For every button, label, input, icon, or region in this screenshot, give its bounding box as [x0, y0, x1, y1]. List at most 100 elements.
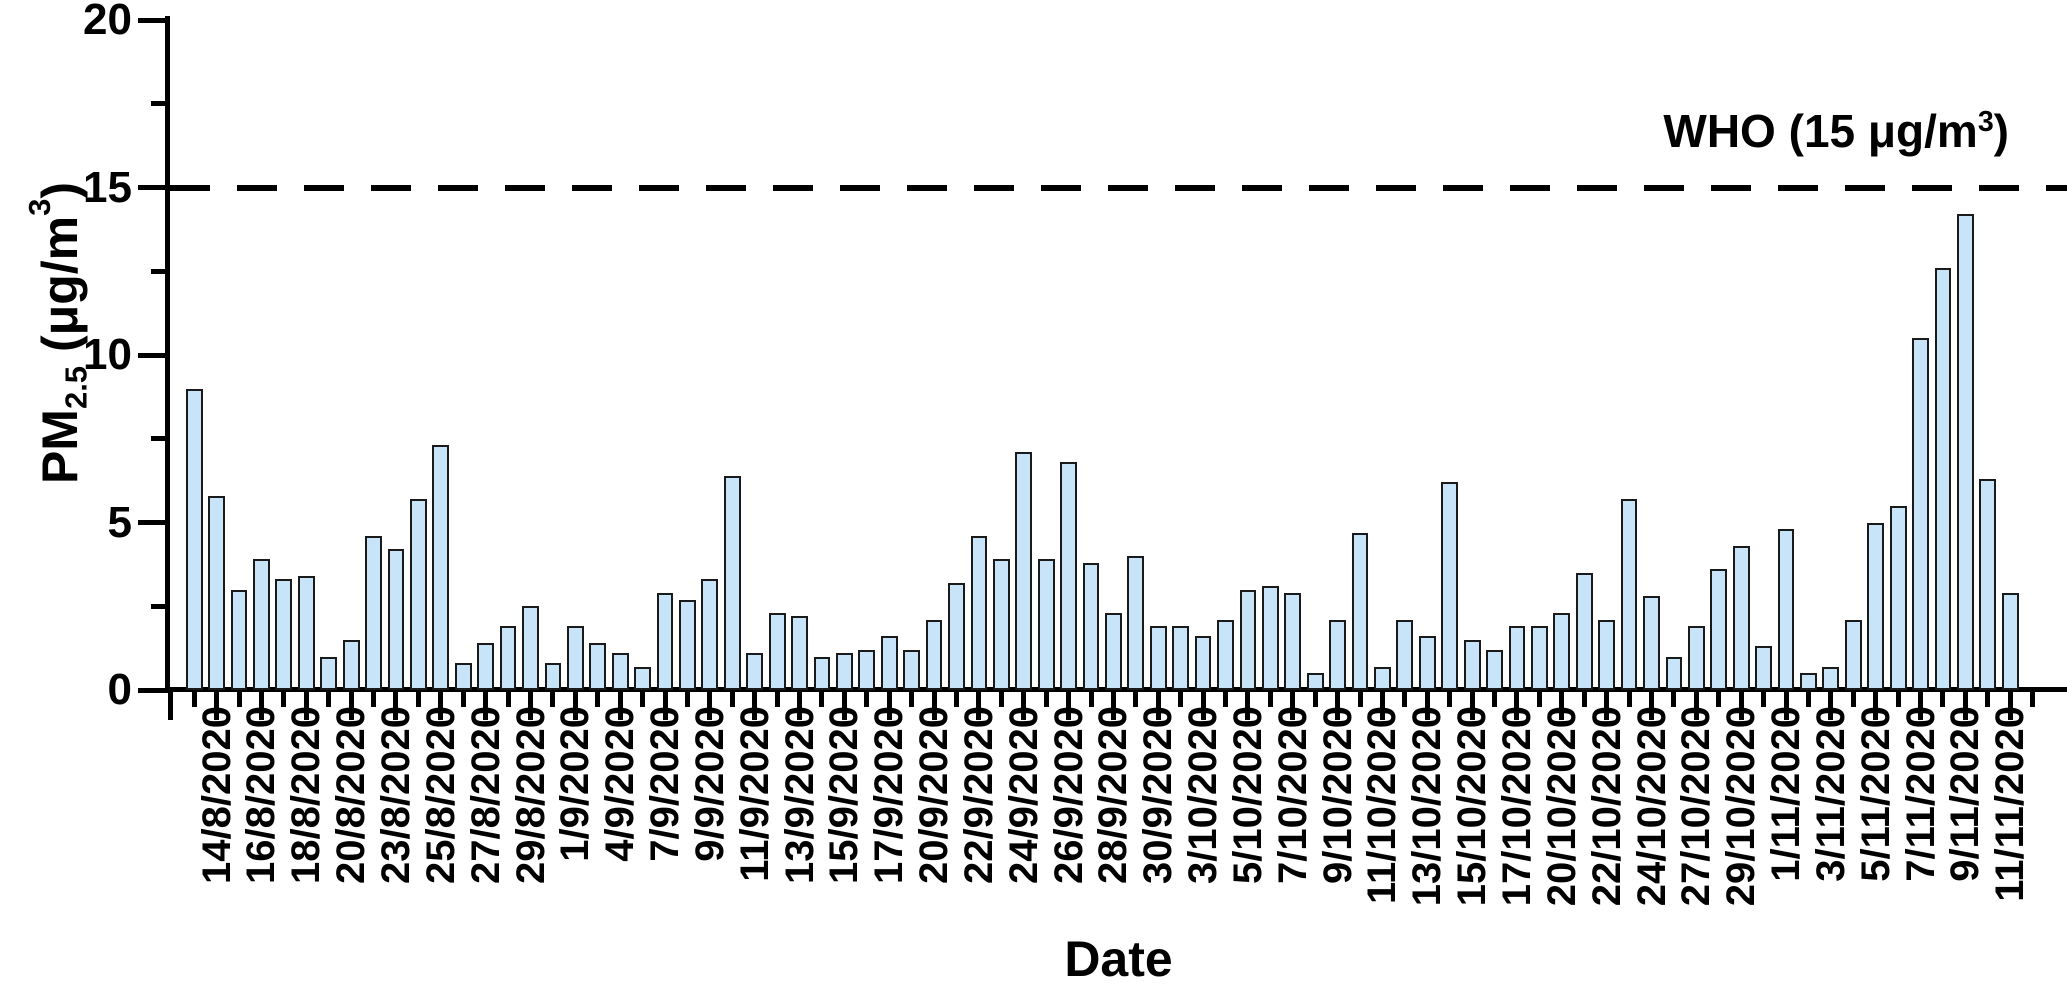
x-major-tick	[1514, 692, 1520, 720]
x-minor-tick	[1895, 692, 1901, 707]
y-major-tick	[138, 185, 166, 190]
x-minor-tick	[1626, 692, 1632, 707]
x-tick-label: 17/9/2020	[867, 706, 912, 884]
bar	[1844, 619, 1862, 690]
bar	[320, 656, 338, 690]
y-minor-tick	[151, 268, 166, 274]
x-minor-tick	[595, 692, 601, 707]
x-tick-label: 5/10/2020	[1225, 706, 1270, 884]
x-tick-label: 1/11/2020	[1764, 706, 1809, 882]
bar	[297, 576, 315, 690]
bar	[1665, 656, 1683, 690]
y-major-tick	[138, 17, 166, 23]
bar	[1396, 619, 1414, 690]
bar	[1620, 499, 1638, 690]
x-major-tick	[841, 692, 847, 720]
who-guideline-dashed-line	[170, 184, 2067, 191]
x-minor-tick	[1492, 692, 1498, 707]
bar	[1306, 673, 1324, 690]
x-axis-title: Date	[1064, 931, 1173, 987]
who-annotation-text: WHO (15 μg/m	[1663, 105, 1978, 157]
who-annotation-superscript: 3	[1977, 106, 1994, 139]
x-tick-label: 11/10/2020	[1360, 706, 1405, 904]
bar	[1777, 529, 1795, 690]
y-minor-tick	[151, 603, 166, 609]
x-tick-label: 27/10/2020	[1674, 706, 1719, 907]
bar	[1531, 626, 1548, 690]
x-major-tick	[393, 692, 399, 720]
x-major-tick	[1559, 692, 1565, 720]
bar	[701, 579, 719, 690]
x-tick-label: 3/10/2020	[1181, 706, 1226, 884]
x-minor-tick	[550, 692, 556, 707]
x-tick-label: 3/11/2020	[1808, 706, 1853, 882]
bar	[723, 475, 741, 690]
x-major-tick	[1649, 692, 1654, 720]
bar	[835, 653, 853, 690]
x-major-tick	[797, 692, 803, 720]
bar	[1284, 592, 1302, 690]
bar	[1643, 596, 1660, 690]
y-major-tick	[138, 687, 166, 693]
x-tick-label: 14/8/2020	[194, 706, 239, 884]
x-tick-label: 25/8/2020	[418, 706, 463, 884]
bar	[1934, 267, 1952, 690]
bar	[275, 579, 293, 690]
bar	[454, 663, 472, 690]
x-major-tick	[1962, 692, 1968, 720]
x-minor-tick	[774, 692, 780, 707]
x-minor-tick	[281, 692, 287, 707]
y-tick-label: 0	[107, 665, 132, 714]
x-tick-label: 22/10/2020	[1584, 706, 1629, 907]
bar	[1015, 452, 1033, 690]
x-tick-label: 11/9/2020	[732, 706, 777, 882]
bar	[768, 612, 786, 690]
x-minor-tick	[1402, 692, 1408, 707]
x-major-tick	[1604, 692, 1610, 720]
bar	[746, 653, 764, 690]
x-tick-label: 27/8/2020	[463, 706, 508, 884]
x-major-tick	[483, 692, 489, 720]
x-major-tick	[1245, 692, 1251, 720]
bar	[1463, 639, 1481, 690]
x-minor-tick	[1447, 692, 1453, 707]
x-minor-tick	[1671, 692, 1677, 707]
bar	[1889, 505, 1907, 690]
x-minor-tick	[819, 692, 825, 707]
x-tick-label: 9/9/2020	[687, 706, 732, 862]
x-minor-tick	[1043, 692, 1049, 707]
x-tick-label: 20/10/2020	[1539, 706, 1584, 907]
bar	[1710, 569, 1728, 690]
bar	[611, 653, 629, 690]
x-minor-tick	[953, 692, 959, 707]
bar	[1979, 478, 1997, 690]
x-minor-tick	[1133, 692, 1139, 707]
x-tick-label: 4/9/2020	[598, 706, 643, 862]
x-major-tick	[167, 692, 173, 720]
x-major-tick	[1066, 692, 1072, 720]
bar	[948, 582, 965, 690]
bar	[1418, 636, 1436, 690]
bar	[365, 535, 382, 690]
bar	[656, 592, 674, 690]
bar	[1060, 462, 1077, 690]
x-tick-label: 13/9/2020	[777, 706, 822, 884]
x-minor-tick	[684, 692, 690, 707]
y-tick-label: 20	[83, 0, 132, 44]
bar	[1261, 586, 1279, 690]
x-tick-label: 11/11/2020	[1988, 706, 2033, 902]
bar	[1149, 626, 1167, 690]
x-major-tick	[1873, 692, 1879, 720]
x-minor-tick	[1761, 692, 1767, 707]
bar	[1822, 666, 1840, 690]
y-tick-label: 15	[83, 162, 132, 212]
bar	[791, 616, 808, 690]
bar	[342, 639, 360, 690]
bar	[1732, 545, 1750, 690]
x-major-tick	[1738, 692, 1744, 720]
x-major-tick	[1424, 692, 1430, 720]
x-major-tick	[572, 692, 578, 720]
bar	[387, 549, 405, 690]
x-major-tick	[1828, 692, 1834, 720]
